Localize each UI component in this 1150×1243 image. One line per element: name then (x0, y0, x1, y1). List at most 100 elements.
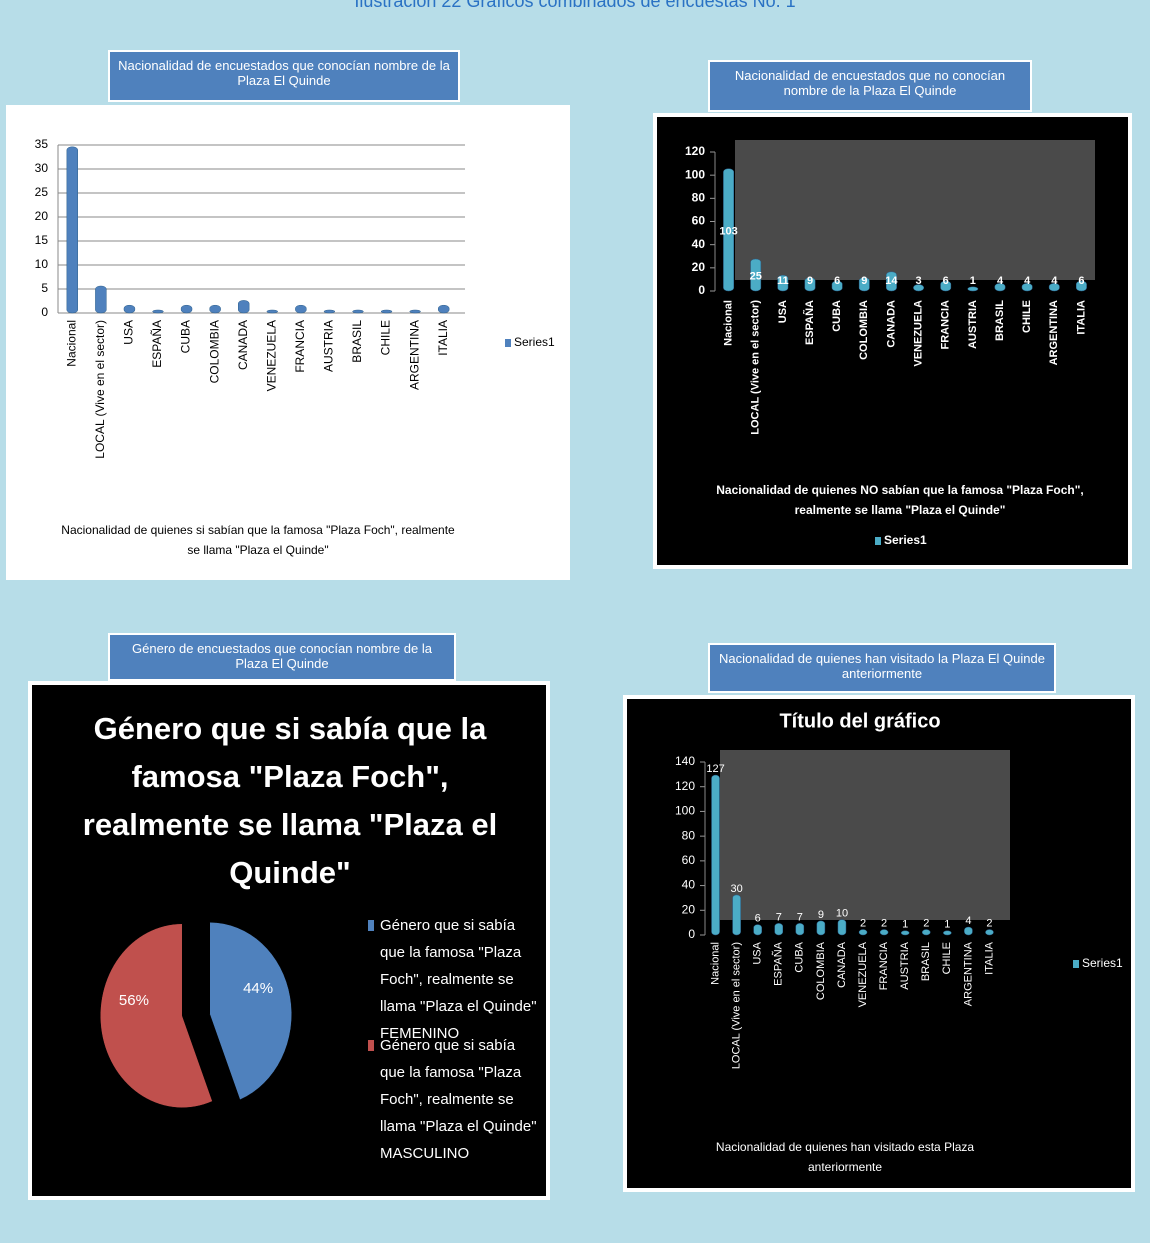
y-tick-label: 140 (675, 754, 695, 768)
y-tick-label: 120 (685, 144, 705, 158)
legend-marker (368, 920, 374, 931)
chart-area (6, 105, 570, 580)
x-tick-label: ITALIA (1075, 300, 1087, 335)
bar (66, 146, 78, 314)
x-tick-label: VENEZUELA (264, 320, 278, 391)
x-tick-label: CHILE (379, 320, 393, 355)
bar (409, 309, 421, 314)
bar (964, 926, 973, 936)
bar (380, 309, 393, 314)
legend-marker (1073, 960, 1079, 968)
data-label: 9 (807, 275, 813, 287)
bar (913, 284, 924, 292)
x-tick-label: ARGENTINA (407, 320, 421, 390)
x-tick-label: CHILE (941, 942, 953, 974)
legend-label: Género que si sabía que la famosa "Plaza… (380, 1037, 537, 1162)
page-title: Ilustración 22 Gráficos combinados de en… (354, 0, 796, 11)
bar (777, 275, 789, 292)
x-tick-label: AUSTRIA (967, 300, 979, 349)
bar (723, 168, 734, 292)
x-tick-label: CUBA (831, 300, 843, 332)
y-tick-label: 5 (41, 281, 48, 295)
data-label: 9 (861, 275, 867, 287)
y-tick-label: 0 (688, 927, 695, 941)
x-tick-label: CUBA (179, 320, 193, 353)
x-tick-label: ITALIA (436, 320, 450, 356)
data-label: 2 (923, 917, 929, 929)
bar (180, 304, 193, 314)
data-label: 10 (836, 908, 848, 920)
x-tick-label: ESPAÑA (150, 320, 164, 368)
data-label: 1 (970, 275, 976, 287)
bar (921, 929, 931, 936)
bar (858, 929, 868, 936)
y-tick-label: 100 (685, 167, 705, 181)
x-axis-title: Nacionalidad de quienes NO sabían que la… (716, 483, 1084, 517)
data-label: 2 (860, 917, 866, 929)
y-tick-label: 30 (35, 161, 49, 175)
data-label: 2 (881, 917, 887, 929)
x-tick-label: ARGENTINA (1048, 300, 1060, 365)
legend-marker (505, 339, 511, 347)
x-tick-label: CANADA (236, 320, 250, 370)
x-tick-label: USA (752, 941, 764, 964)
bar (816, 920, 826, 936)
bar (831, 280, 843, 292)
data-label: 11 (777, 275, 789, 287)
x-tick-label: ARGENTINA (962, 941, 974, 1006)
bar (711, 774, 720, 936)
data-label: 3 (916, 275, 922, 287)
bar (123, 304, 136, 314)
bar (323, 309, 336, 314)
y-tick-label: 15 (35, 233, 49, 247)
data-label: 4 (1024, 275, 1031, 287)
chart-caption: Género de encuestados que conocían nombr… (108, 633, 456, 681)
x-tick-label: LOCAL (Vive en el sector) (750, 300, 762, 435)
chart-area (28, 681, 550, 1200)
x-tick-label: LOCAL (Vive en el sector) (731, 942, 743, 1069)
x-tick-label: ESPAÑA (772, 941, 785, 985)
bar (943, 930, 952, 936)
data-label: 1 (944, 919, 950, 931)
bar (750, 258, 762, 292)
data-label: 44% (243, 980, 273, 997)
x-tick-label: FRANCIA (293, 320, 307, 373)
legend-label: Series1 (514, 335, 555, 349)
y-tick-label: 0 (698, 283, 705, 297)
y-tick-label: 20 (35, 209, 49, 223)
bar (753, 924, 762, 936)
legend-label: Series1 (884, 533, 927, 547)
legend-marker (875, 537, 881, 545)
data-label: 14 (885, 275, 898, 287)
y-tick-label: 10 (35, 257, 49, 271)
chart-title: Título del gráfico (779, 710, 940, 732)
x-axis-title: Nacionalidad de quienes si sabían que la… (61, 523, 455, 557)
pie-slice (100, 923, 213, 1108)
chart-caption: Nacionalidad de encuestados que no conoc… (708, 60, 1032, 112)
x-tick-label: BRASIL (350, 320, 364, 363)
x-tick-label: ESPAÑA (803, 300, 816, 345)
x-tick-label: CANADA (836, 941, 848, 988)
bar (994, 283, 1006, 292)
x-tick-label: USA (122, 320, 136, 345)
y-tick-label: 20 (682, 902, 696, 916)
x-tick-label: CUBA (794, 941, 806, 972)
bar (1076, 280, 1087, 292)
y-tick-label: 20 (692, 260, 706, 274)
y-tick-label: 0 (41, 305, 48, 319)
y-tick-label: 120 (675, 779, 695, 793)
data-label: 4 (1051, 275, 1058, 287)
bar (295, 304, 307, 314)
data-label: 7 (797, 911, 803, 923)
x-tick-label: BRASIL (920, 942, 932, 981)
bar (152, 309, 164, 314)
bar (837, 919, 847, 936)
chart-title: Género que si sabía que la famosa "Plaza… (82, 711, 498, 890)
chart-caption: Nacionalidad de quienes han visitado la … (708, 643, 1056, 693)
x-tick-label: CANADA (885, 300, 897, 348)
x-tick-label: FRANCIA (940, 300, 952, 350)
x-tick-label: USA (777, 300, 789, 323)
data-label: 4 (997, 275, 1004, 287)
pie-slice (209, 921, 292, 1101)
